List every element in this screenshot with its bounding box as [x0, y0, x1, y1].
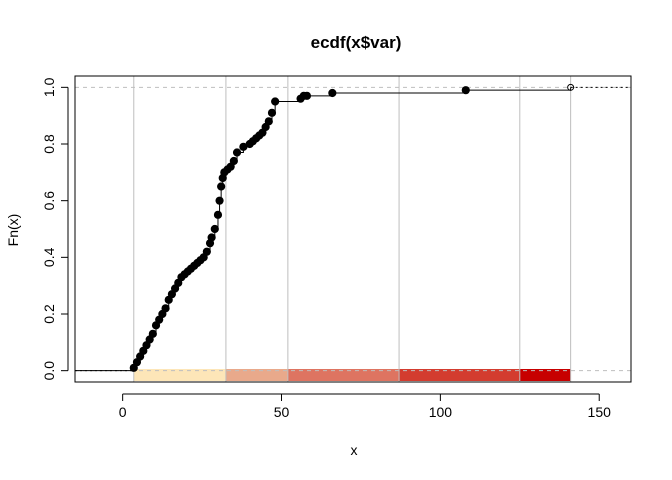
- data-point: [202, 247, 211, 256]
- x-tick-label: 150: [588, 404, 612, 420]
- plot-frame: [74, 75, 632, 383]
- y-tick-label: 0.0: [41, 361, 57, 381]
- data-point: [328, 88, 337, 98]
- color-band-2: [225, 369, 288, 381]
- data-point: [148, 329, 157, 338]
- y-tick-label: 0.8: [41, 134, 57, 154]
- data-point: [302, 91, 312, 100]
- data-point: [264, 117, 273, 126]
- x-tick-label: 0: [119, 404, 127, 420]
- plot-area: 0 50 100 150 0.0 0.2 0.4 0.6 0.8 1.0: [41, 75, 632, 420]
- color-band-1: [133, 369, 226, 381]
- color-band-5: [519, 369, 571, 381]
- data-point: [461, 86, 470, 95]
- y-axis-label: Fn(x): [5, 214, 21, 247]
- data-point: [232, 148, 242, 157]
- data-point: [161, 304, 170, 313]
- y-tick-label: 0.4: [41, 247, 57, 267]
- y-tick-label: 0.2: [41, 304, 57, 324]
- data-point: [215, 196, 224, 205]
- color-band-3: [287, 369, 400, 381]
- y-tick-label: 1.0: [41, 77, 57, 97]
- data-point: [229, 156, 238, 166]
- x-axis-label: x: [351, 442, 358, 458]
- x-tick-label: 50: [274, 404, 290, 420]
- data-point: [567, 83, 575, 91]
- x-tick-label: 100: [429, 404, 453, 420]
- data-point: [267, 108, 277, 117]
- data-point: [210, 224, 219, 234]
- y-tick-label: 0.6: [41, 191, 57, 211]
- data-point: [217, 182, 226, 191]
- chart-title: ecdf(x$var): [311, 33, 402, 52]
- data-point: [207, 233, 216, 242]
- color-band-4: [399, 369, 520, 381]
- data-point: [271, 97, 280, 106]
- ecdf-step-line: [75, 87, 572, 372]
- data-point: [213, 210, 223, 219]
